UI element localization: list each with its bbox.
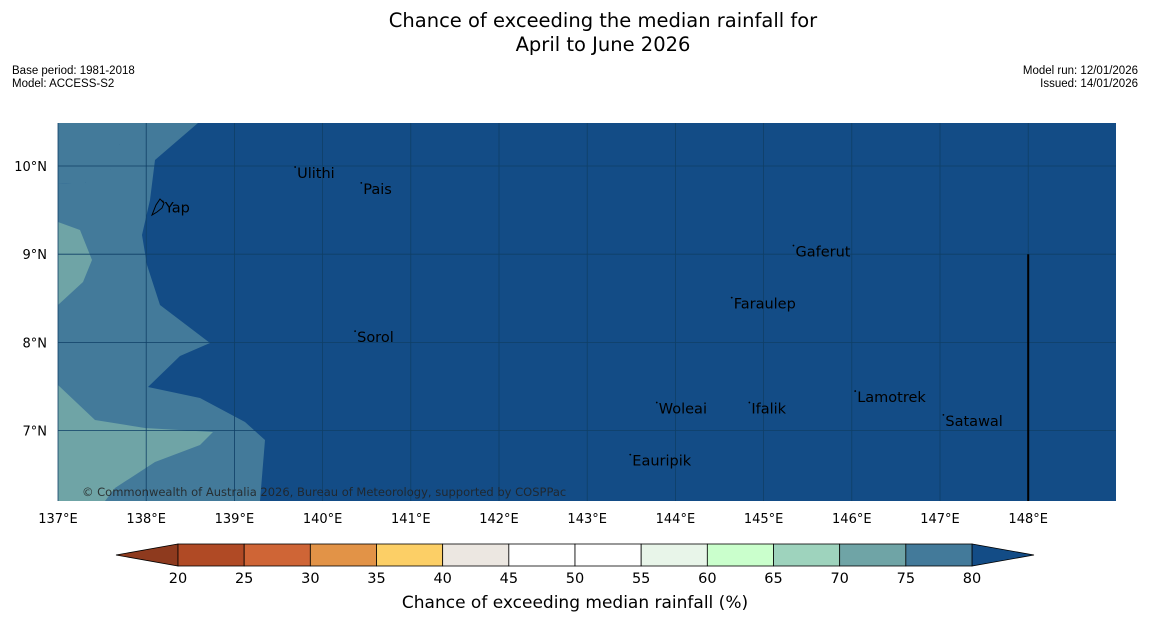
lat-tick-label: 7°N bbox=[23, 425, 48, 440]
colorbar-segment bbox=[442, 543, 510, 567]
colorbar-segment bbox=[376, 543, 444, 567]
latitude-tick-labels: 10°N 9°N 8°N 7°N bbox=[14, 160, 47, 440]
place-marker-satawal bbox=[942, 413, 945, 416]
model-name: Model: ACCESS-S2 bbox=[12, 78, 115, 90]
probability-band-75-80 bbox=[58, 123, 265, 501]
place-label-ulithi: Ulithi bbox=[297, 166, 335, 182]
colorbar-tick-label: 75 bbox=[897, 571, 915, 587]
colorbar-label: Chance of exceeding median rainfall (%) bbox=[401, 593, 749, 613]
colorbar-segment bbox=[243, 543, 311, 567]
lon-tick-label: 148°E bbox=[1008, 512, 1048, 527]
place-label-ifalik: Ifalik bbox=[751, 402, 786, 418]
lon-tick-label: 139°E bbox=[215, 512, 255, 527]
colorbar-low-extend bbox=[115, 543, 179, 567]
lon-tick-label: 140°E bbox=[303, 512, 343, 527]
lat-tick-label: 8°N bbox=[23, 336, 48, 351]
lon-tick-label: 147°E bbox=[920, 512, 960, 527]
lat-tick-label: 9°N bbox=[23, 248, 48, 263]
colorbar-segment bbox=[508, 543, 576, 567]
colorbar-tick-label: 35 bbox=[367, 571, 385, 587]
lon-tick-label: 143°E bbox=[567, 512, 607, 527]
lon-tick-label: 142°E bbox=[479, 512, 519, 527]
colorbar-tick-label: 65 bbox=[764, 571, 782, 587]
colorbar-tick-label: 45 bbox=[500, 571, 518, 587]
colorbar-segment bbox=[773, 543, 841, 567]
lat-tick-label: 10°N bbox=[14, 160, 47, 175]
place-label-pais: Pais bbox=[363, 182, 392, 198]
place-label-eauripik: Eauripik bbox=[632, 454, 691, 470]
place-marker-sorol bbox=[354, 330, 357, 333]
place-marker-eauripik bbox=[629, 453, 632, 456]
probability-band-70-75-south bbox=[58, 385, 213, 501]
colorbar-segment bbox=[839, 543, 907, 567]
gridlines bbox=[57, 123, 1116, 501]
place-marker-gaferut bbox=[792, 244, 795, 247]
title-line-1: Chance of exceeding the median rainfall … bbox=[388, 9, 818, 32]
colorbar-segment bbox=[574, 543, 642, 567]
base-period: Base period: 1981-2018 bbox=[12, 65, 135, 77]
model-run: Model run: 12/01/2026 bbox=[1022, 65, 1138, 77]
place-marker-lamotrek bbox=[854, 390, 857, 392]
lon-tick-label: 144°E bbox=[656, 512, 696, 527]
place-label-gaferut: Gaferut bbox=[795, 245, 850, 261]
colorbar-tick-label: 25 bbox=[235, 571, 253, 587]
place-marker-faraulep bbox=[730, 296, 733, 299]
lon-tick-label: 145°E bbox=[744, 512, 784, 527]
place-label-satawal: Satawal bbox=[945, 414, 1002, 430]
lon-tick-label: 138°E bbox=[126, 512, 166, 527]
colorbar-segment bbox=[640, 543, 708, 567]
longitude-tick-labels: 137°E 138°E 139°E 140°E 141°E 142°E 143°E 144°E… bbox=[38, 512, 1048, 527]
place-label-sorol: Sorol bbox=[357, 330, 394, 346]
yap-island-outline bbox=[150, 198, 165, 217]
colorbar-tick-label: 30 bbox=[301, 571, 319, 587]
colorbar-tick-label: 20 bbox=[169, 571, 187, 587]
place-label-lamotrek: Lamotrek bbox=[857, 390, 926, 406]
colorbar-tick-label: 80 bbox=[963, 571, 981, 587]
colorbar-tick-label: 55 bbox=[632, 571, 650, 587]
place-marker-woleai bbox=[655, 401, 658, 404]
issued-date: Issued: 14/01/2026 bbox=[1040, 78, 1138, 90]
probability-band-70-75-north bbox=[58, 222, 92, 305]
lon-tick-label: 141°E bbox=[391, 512, 431, 527]
lon-tick-label: 146°E bbox=[832, 512, 872, 527]
colorbar-tick-label: 40 bbox=[433, 571, 451, 587]
lon-tick-label: 137°E bbox=[38, 512, 78, 527]
place-marker-yap bbox=[161, 200, 164, 203]
colorbar: 20 25 30 35 40 45 50 55 60 65 70 75 80 bbox=[115, 543, 1035, 587]
place-marker-pais bbox=[360, 182, 363, 184]
colorbar-tick-label: 50 bbox=[566, 571, 584, 587]
title-line-2: April to June 2026 bbox=[515, 33, 691, 56]
colorbar-segment bbox=[905, 543, 973, 567]
place-label-yap: Yap bbox=[164, 200, 190, 216]
colorbar-segment bbox=[309, 543, 377, 567]
place-marker-ulithi bbox=[294, 166, 297, 168]
place-label-faraulep: Faraulep bbox=[734, 297, 796, 313]
colorbar-segment bbox=[177, 543, 245, 567]
place-labels: Ulithi Pais Yap Gaferut Faraulep Sorol Woleai I… bbox=[161, 166, 1003, 470]
chart-title: Chance of exceeding the median rainfall … bbox=[0, 9, 1150, 57]
colorbar-tick-label: 60 bbox=[698, 571, 716, 587]
meta-left: Base period: 1981-2018 Model: ACCESS-S2 bbox=[12, 65, 135, 91]
colorbar-segment bbox=[706, 543, 774, 567]
copyright-notice: © Commonwealth of Australia 2026, Bureau… bbox=[82, 485, 566, 499]
place-label-woleai: Woleai bbox=[659, 402, 707, 418]
meta-right: Model run: 12/01/2026 Issued: 14/01/2026 bbox=[1023, 65, 1138, 91]
colorbar-tick-label: 70 bbox=[830, 571, 848, 587]
colorbar-high-extend bbox=[971, 543, 1035, 567]
place-marker-ifalik bbox=[748, 401, 751, 404]
